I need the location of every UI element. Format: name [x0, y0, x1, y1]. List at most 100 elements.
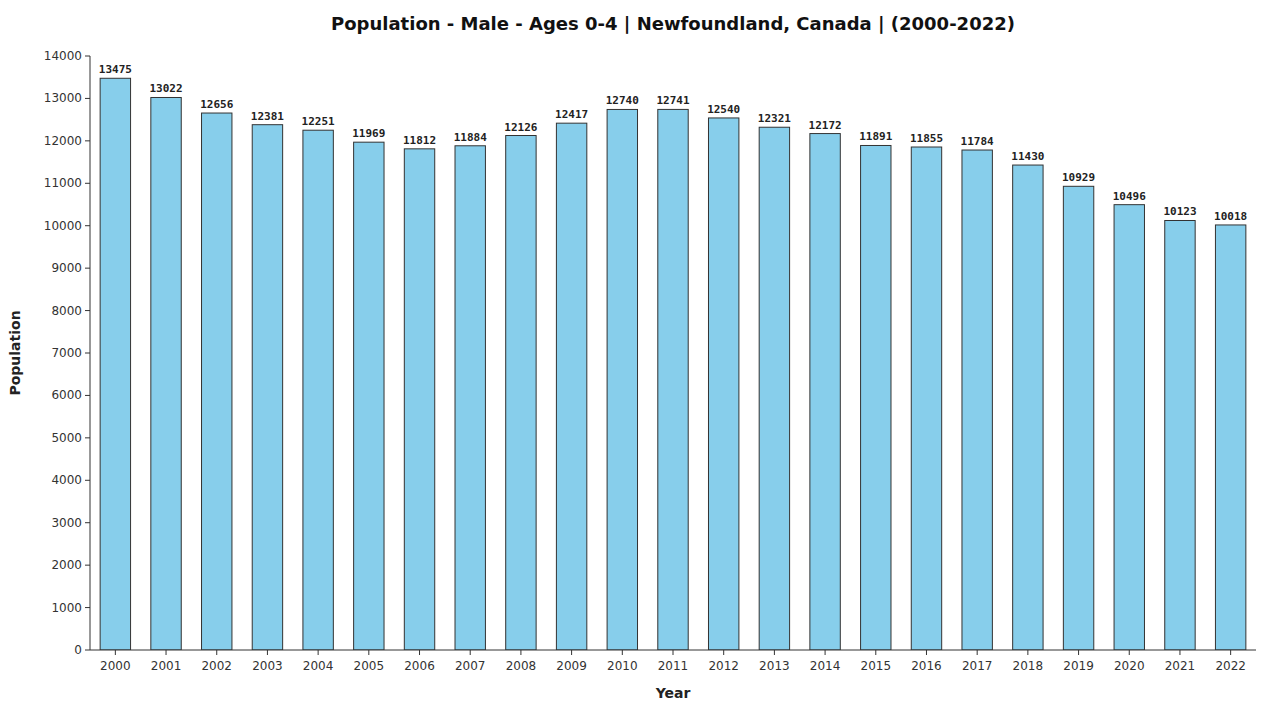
y-tick: [85, 395, 90, 396]
y-tick-label: 9000: [51, 261, 82, 275]
x-tick: [723, 650, 724, 655]
y-tick-label: 13000: [44, 91, 82, 105]
y-tick-label: 1000: [51, 601, 82, 615]
x-tick-label: 2015: [861, 659, 892, 673]
x-tick: [1078, 650, 1079, 655]
bar: [354, 142, 384, 650]
x-tick: [977, 650, 978, 655]
x-tick: [216, 650, 217, 655]
y-tick-label: 2000: [51, 558, 82, 572]
chart-container: 1347513022126561238112251119691181211884…: [0, 0, 1280, 720]
y-axis-label: Population: [7, 310, 23, 395]
x-tick: [926, 650, 927, 655]
y-tick: [85, 183, 90, 184]
data-label: 12126: [504, 121, 537, 134]
bar: [455, 146, 485, 650]
x-tick-label: 2005: [354, 659, 385, 673]
x-tick: [571, 650, 572, 655]
x-tick: [1179, 650, 1180, 655]
data-label: 10018: [1214, 210, 1247, 223]
y-tick-label: 6000: [51, 388, 82, 402]
y-tick-label: 11000: [44, 176, 82, 190]
y-tick: [85, 607, 90, 608]
y-tick: [85, 140, 90, 141]
x-tick: [622, 650, 623, 655]
data-label: 10496: [1113, 190, 1146, 203]
y-tick-label: 10000: [44, 219, 82, 233]
bar: [1013, 165, 1043, 650]
bar: [303, 130, 333, 650]
bar: [607, 109, 637, 650]
x-tick-label: 2017: [962, 659, 993, 673]
y-tick: [85, 268, 90, 269]
y-tick: [85, 565, 90, 566]
x-tick: [1129, 650, 1130, 655]
x-tick: [673, 650, 674, 655]
x-tick-label: 2008: [506, 659, 537, 673]
x-tick: [1230, 650, 1231, 655]
x-tick-label: 2019: [1063, 659, 1094, 673]
y-tick: [85, 522, 90, 523]
bar: [708, 118, 738, 650]
y-tick: [85, 480, 90, 481]
x-tick-label: 2007: [455, 659, 486, 673]
x-tick-label: 2018: [1013, 659, 1044, 673]
y-tick: [85, 98, 90, 99]
bar: [202, 113, 232, 650]
x-tick-label: 2001: [151, 659, 182, 673]
x-tick-label: 2020: [1114, 659, 1145, 673]
x-tick-label: 2002: [201, 659, 232, 673]
x-tick: [368, 650, 369, 655]
data-labels: 1347513022126561238112251119691181211884…: [99, 63, 1247, 223]
data-label: 12251: [302, 115, 335, 128]
bar: [1165, 220, 1195, 650]
x-tick-label: 2012: [708, 659, 739, 673]
data-label: 11855: [910, 132, 943, 145]
bar: [252, 125, 282, 650]
x-tick: [318, 650, 319, 655]
y-tick: [85, 353, 90, 354]
data-label: 12540: [707, 103, 740, 116]
y-tick-label: 12000: [44, 134, 82, 148]
axes: 0100020003000400050006000700080009000100…: [44, 49, 1256, 673]
bar: [658, 109, 688, 650]
x-tick: [115, 650, 116, 655]
bar: [759, 127, 789, 650]
x-tick-label: 2010: [607, 659, 638, 673]
y-tick-label: 14000: [44, 49, 82, 63]
x-tick-label: 2013: [759, 659, 790, 673]
x-tick-label: 2021: [1165, 659, 1196, 673]
x-tick: [1027, 650, 1028, 655]
x-tick: [774, 650, 775, 655]
data-label: 11969: [352, 127, 385, 140]
data-label: 10929: [1062, 171, 1095, 184]
y-tick: [85, 650, 90, 651]
title: Population - Male - Ages 0-4 | Newfoundl…: [331, 13, 1015, 34]
x-tick-label: 2011: [658, 659, 689, 673]
chart: 1347513022126561238112251119691181211884…: [0, 0, 1280, 720]
data-label: 11784: [961, 135, 994, 148]
x-tick: [419, 650, 420, 655]
x-tick-label: 2016: [911, 659, 942, 673]
bar: [556, 123, 586, 650]
bar: [861, 145, 891, 650]
data-label: 12741: [656, 94, 689, 107]
x-tick-label: 2000: [100, 659, 131, 673]
data-label: 12172: [809, 119, 842, 132]
bar: [911, 147, 941, 650]
y-tick-label: 7000: [51, 346, 82, 360]
y-tick-label: 4000: [51, 473, 82, 487]
x-tick-label: 2009: [556, 659, 587, 673]
bar: [1063, 186, 1093, 650]
x-axis-label: Year: [655, 685, 691, 701]
bars: [100, 78, 1246, 650]
x-tick: [166, 650, 167, 655]
data-label: 11812: [403, 134, 436, 147]
data-label: 10123: [1163, 205, 1196, 218]
bar: [404, 149, 434, 650]
bar: [100, 78, 130, 650]
y-tick: [85, 225, 90, 226]
x-tick: [520, 650, 521, 655]
bar: [810, 134, 840, 650]
y-tick-label: 0: [74, 643, 82, 657]
